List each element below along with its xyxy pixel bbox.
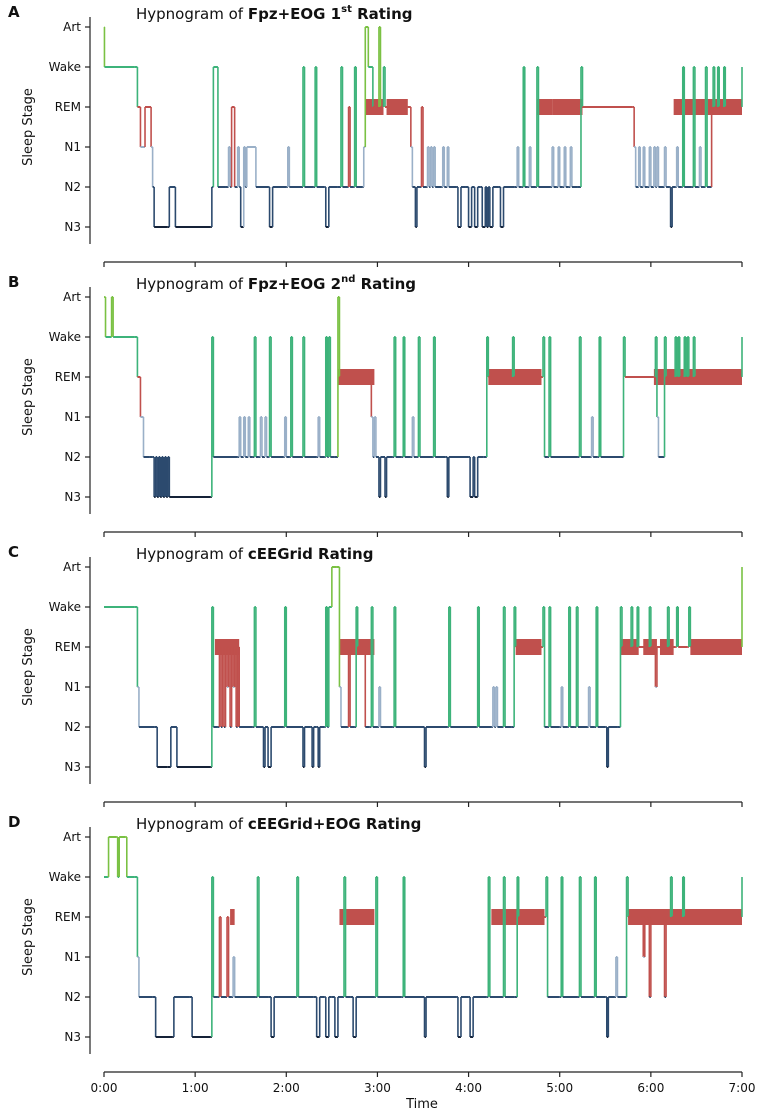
rem-band <box>536 99 553 115</box>
panel-title: Hypnogram of cEEGrid+EOG Rating <box>136 815 421 833</box>
x-tick-label: 2:00 <box>273 1081 300 1095</box>
y-tick-label-wake: Wake <box>49 870 81 884</box>
panel-title: Hypnogram of Fpz+EOG 2nd Rating <box>136 274 416 293</box>
panel-a: A Hypnogram of Fpz+EOG 1st Rating Art Wake R… <box>8 3 743 267</box>
y-tick-label-n1: N1 <box>64 950 81 964</box>
rem-band <box>230 909 235 925</box>
title-superscript: st <box>341 4 352 15</box>
title-prefix: Hypnogram of <box>136 275 248 293</box>
y-tick-label-wake: Wake <box>49 60 81 74</box>
x-tick-label: 5:00 <box>546 1081 573 1095</box>
title-prefix: Hypnogram of <box>136 545 248 563</box>
x-tick-label: 6:00 <box>637 1081 664 1095</box>
y-tick-label-wake: Wake <box>49 330 81 344</box>
panel-title: Hypnogram of cEEGrid Rating <box>136 545 373 563</box>
title-bold: cEEGrid Rating <box>248 545 374 563</box>
y-tick-label-n1: N1 <box>64 410 81 424</box>
y-tick-label-art: Art <box>63 290 81 304</box>
title-bold: Fpz+EOG 1 <box>248 5 341 23</box>
title-prefix: Hypnogram of <box>136 5 248 23</box>
y-tick-label-rem: REM <box>55 100 81 114</box>
x-tick-label: 0:00 <box>91 1081 118 1095</box>
panel-c: C Hypnogram of cEEGrid Rating Art Wake REM N1… <box>8 543 743 807</box>
y-tick-label-rem: REM <box>55 640 81 654</box>
title-bold: Fpz+EOG 2 <box>248 275 341 293</box>
y-tick-label-n1: N1 <box>64 140 81 154</box>
y-tick-label-n3: N3 <box>64 1030 81 1044</box>
y-tick-label-n3: N3 <box>64 760 81 774</box>
y-tick-label-wake: Wake <box>49 600 81 614</box>
panel-letter: A <box>8 3 20 21</box>
panel-letter: D <box>8 813 20 831</box>
y-tick-label-art: Art <box>63 20 81 34</box>
y-tick-label-art: Art <box>63 830 81 844</box>
panel-title: Hypnogram of Fpz+EOG 1st Rating <box>136 4 412 23</box>
y-tick-label-n2: N2 <box>64 180 81 194</box>
panels-container: A Hypnogram of Fpz+EOG 1st Rating Art Wake R… <box>8 3 755 1095</box>
title-suffix: Rating <box>355 275 416 293</box>
panel-letter: C <box>8 543 19 561</box>
rem-band <box>552 99 583 115</box>
panel-b: B Hypnogram of Fpz+EOG 2nd Rating Art Wake R… <box>8 273 743 537</box>
x-tick-label: 7:00 <box>729 1081 756 1095</box>
rem-band <box>673 99 701 115</box>
y-axis-label: Sleep Stage <box>21 898 36 976</box>
title-bold: cEEGrid+EOG Rating <box>248 815 421 833</box>
y-tick-label-n2: N2 <box>64 990 81 1004</box>
y-axis-label: Sleep Stage <box>21 358 36 436</box>
y-tick-label-n2: N2 <box>64 450 81 464</box>
y-tick-label-n1: N1 <box>64 680 81 694</box>
title-prefix: Hypnogram of <box>136 815 248 833</box>
y-axis-label: Sleep Stage <box>21 88 36 166</box>
y-tick-label-art: Art <box>63 560 81 574</box>
y-tick-label-n2: N2 <box>64 720 81 734</box>
y-tick-label-n3: N3 <box>64 490 81 504</box>
title-suffix: Rating <box>352 5 413 23</box>
panel-letter: B <box>8 273 19 291</box>
y-tick-label-rem: REM <box>55 370 81 384</box>
y-tick-label-n3: N3 <box>64 220 81 234</box>
x-tick-label: 4:00 <box>455 1081 482 1095</box>
y-tick-label-rem: REM <box>55 910 81 924</box>
x-tick-label: 1:00 <box>182 1081 209 1095</box>
rem-band <box>339 909 375 925</box>
x-axis-label: Time <box>405 1097 438 1112</box>
x-tick-label: 3:00 <box>364 1081 391 1095</box>
y-axis-label: Sleep Stage <box>21 628 36 706</box>
panel-d: D Hypnogram of cEEGrid+EOG Rating Art Wake R… <box>8 813 755 1095</box>
title-superscript: nd <box>341 274 355 285</box>
